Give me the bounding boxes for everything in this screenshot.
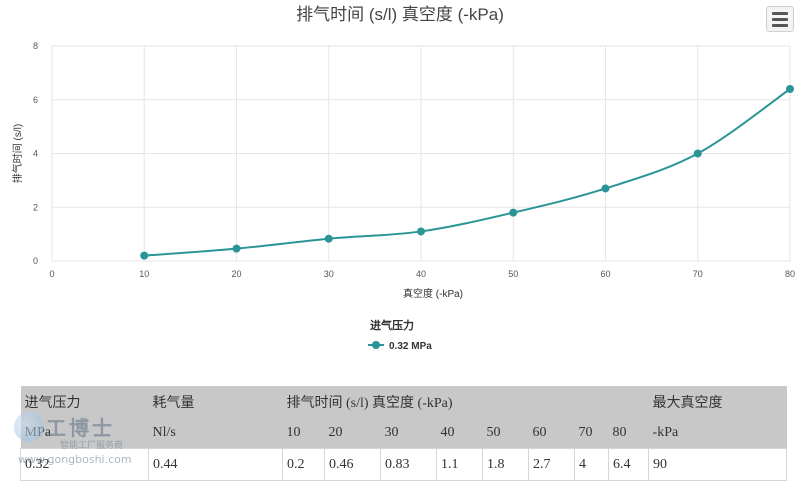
y-axis-label: 排气时间 (s/l) bbox=[11, 124, 24, 183]
y-tick-label: 6 bbox=[33, 95, 38, 105]
table-header-row-2: MPa Nl/s 10 20 30 40 50 60 70 80 -kPa bbox=[20, 417, 787, 449]
x-tick-label: 60 bbox=[600, 269, 610, 279]
chart-menu-button[interactable] bbox=[766, 6, 794, 32]
vacuum-level-cell: 50 bbox=[482, 417, 529, 449]
legend-title: 进气压力 bbox=[370, 318, 414, 332]
table-cell: 0.46 bbox=[324, 448, 381, 481]
vacuum-level-cell: 30 bbox=[380, 417, 437, 449]
header-evacuation-time: 排气时间 (s/l) 真空度 (-kPa) bbox=[282, 386, 649, 417]
data-point bbox=[601, 184, 610, 193]
table-row: 0.32 0.44 0.2 0.46 0.83 1.1 1.8 2.7 4 6.… bbox=[20, 448, 788, 481]
hamburger-line bbox=[772, 17, 788, 21]
vacuum-level-cell: 80 bbox=[608, 417, 649, 449]
x-tick-label: 40 bbox=[416, 269, 426, 279]
table-cell: 0.32 bbox=[20, 448, 149, 481]
table-cell: 1.1 bbox=[436, 448, 483, 481]
hamburger-menu-icon bbox=[772, 11, 788, 15]
data-point bbox=[417, 227, 425, 236]
data-point bbox=[232, 244, 241, 253]
x-tick-label: 50 bbox=[508, 269, 518, 279]
header-inlet-pressure: 进气压力 bbox=[20, 386, 149, 417]
data-point bbox=[140, 251, 149, 260]
x-axis-label: 真空度 (-kPa) bbox=[403, 287, 463, 300]
y-tick-label: 2 bbox=[33, 202, 38, 212]
x-tick-label: 20 bbox=[231, 269, 241, 279]
header-air-consumption: 耗气量 bbox=[148, 386, 283, 417]
x-tick-label: 0 bbox=[49, 269, 54, 279]
x-tick-label: 30 bbox=[324, 269, 334, 279]
y-tick-label: 8 bbox=[33, 41, 38, 51]
data-point bbox=[324, 234, 333, 243]
vacuum-level-cell: 10 bbox=[282, 417, 325, 449]
table-cell: 4 bbox=[574, 448, 609, 481]
legend-series-label: 0.32 MPa bbox=[389, 341, 432, 352]
table-cell: 2.7 bbox=[528, 448, 575, 481]
data-point bbox=[786, 85, 794, 93]
table-cell: 0.2 bbox=[282, 448, 325, 481]
x-tick-label: 10 bbox=[139, 269, 149, 279]
legend-marker-icon bbox=[372, 341, 380, 349]
spec-table: 进气压力 耗气量 排气时间 (s/l) 真空度 (-kPa) 最大真空度 MPa… bbox=[20, 386, 788, 481]
data-point bbox=[509, 208, 518, 217]
unit-cell: MPa bbox=[20, 417, 149, 449]
table-header-row-1: 进气压力 耗气量 排气时间 (s/l) 真空度 (-kPa) 最大真空度 bbox=[20, 386, 787, 417]
table-cell: 6.4 bbox=[607, 448, 650, 481]
hamburger-line bbox=[772, 23, 788, 27]
table-cell: 0.83 bbox=[380, 448, 437, 481]
y-tick-label: 0 bbox=[33, 256, 38, 266]
unit-cell: -kPa bbox=[648, 417, 787, 449]
chart-container: 0 2 4 6 8 0 10 20 30 40 50 60 70 80 排气时间 (s/l) 真空度 (-k… bbox=[11, 5, 795, 352]
vacuum-level-cell: 40 bbox=[436, 417, 483, 449]
x-tick-label: 80 bbox=[785, 269, 795, 279]
data-point bbox=[693, 149, 702, 158]
vacuum-level-cell: 70 bbox=[574, 417, 609, 449]
y-tick-label: 4 bbox=[33, 149, 38, 159]
table-cell: 90 bbox=[648, 448, 788, 481]
series-line bbox=[144, 88, 791, 257]
x-tick-label: 70 bbox=[693, 269, 703, 279]
vacuum-level-cell: 60 bbox=[528, 417, 575, 449]
table-cell: 0.44 bbox=[148, 448, 283, 481]
chart-title: 排气时间 (s/l) 真空度 (-kPa) bbox=[296, 5, 504, 24]
unit-cell: Nl/s bbox=[148, 417, 283, 449]
header-max-vacuum: 最大真空度 bbox=[648, 386, 787, 417]
vacuum-level-cell: 20 bbox=[324, 417, 381, 449]
table-cell: 1.8 bbox=[482, 448, 529, 481]
